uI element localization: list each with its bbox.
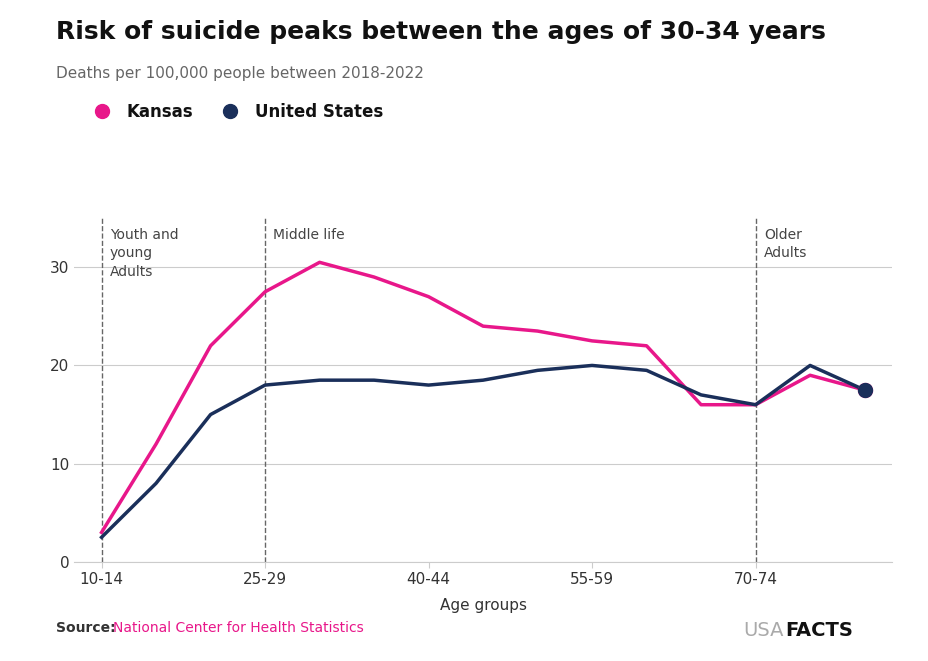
Text: Source:: Source: (56, 621, 115, 635)
Text: Deaths per 100,000 people between 2018-2022: Deaths per 100,000 people between 2018-2… (56, 66, 423, 81)
Text: USA: USA (742, 621, 783, 641)
Text: FACTS: FACTS (784, 621, 852, 641)
Text: Youth and
young
Adults: Youth and young Adults (110, 228, 178, 279)
Text: National Center for Health Statistics: National Center for Health Statistics (113, 621, 364, 635)
Text: Older
Adults: Older Adults (763, 228, 806, 260)
Text: Risk of suicide peaks between the ages of 30-34 years: Risk of suicide peaks between the ages o… (56, 20, 825, 44)
X-axis label: Age groups: Age groups (439, 598, 526, 613)
Legend: Kansas, United States: Kansas, United States (79, 96, 390, 127)
Text: Middle life: Middle life (273, 228, 344, 242)
